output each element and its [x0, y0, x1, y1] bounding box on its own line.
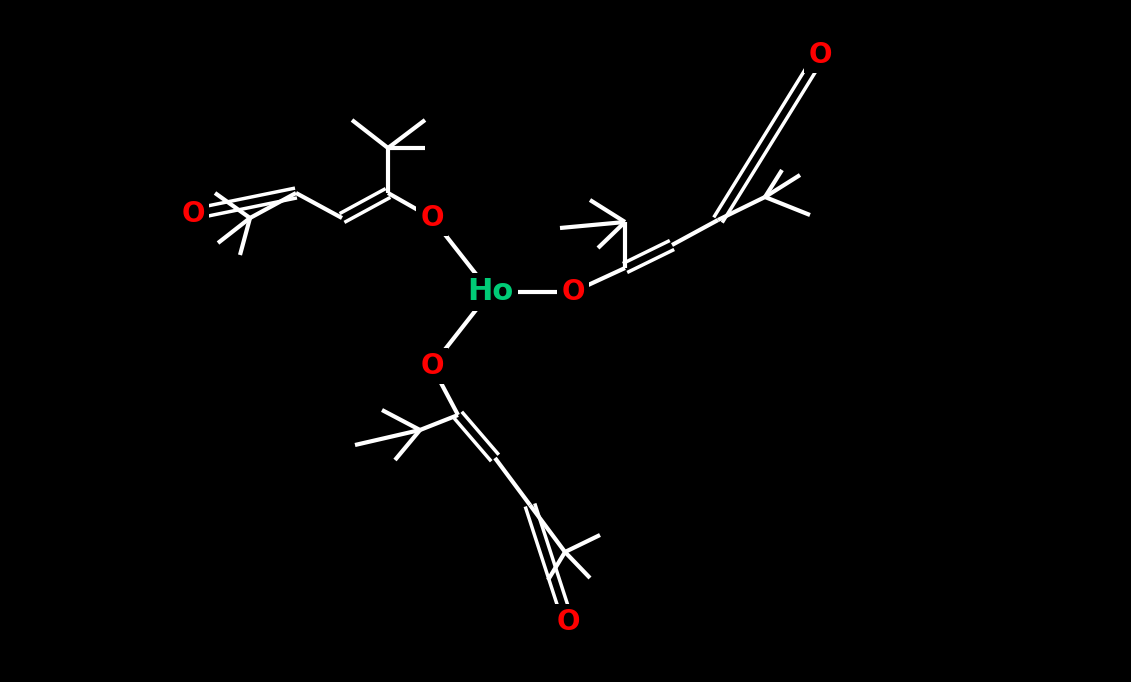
- Text: O: O: [556, 608, 580, 636]
- Text: Ho: Ho: [467, 278, 513, 306]
- Text: O: O: [421, 352, 443, 380]
- Text: O: O: [421, 204, 443, 232]
- Text: O: O: [181, 200, 205, 228]
- Text: O: O: [809, 41, 831, 69]
- Text: O: O: [561, 278, 585, 306]
